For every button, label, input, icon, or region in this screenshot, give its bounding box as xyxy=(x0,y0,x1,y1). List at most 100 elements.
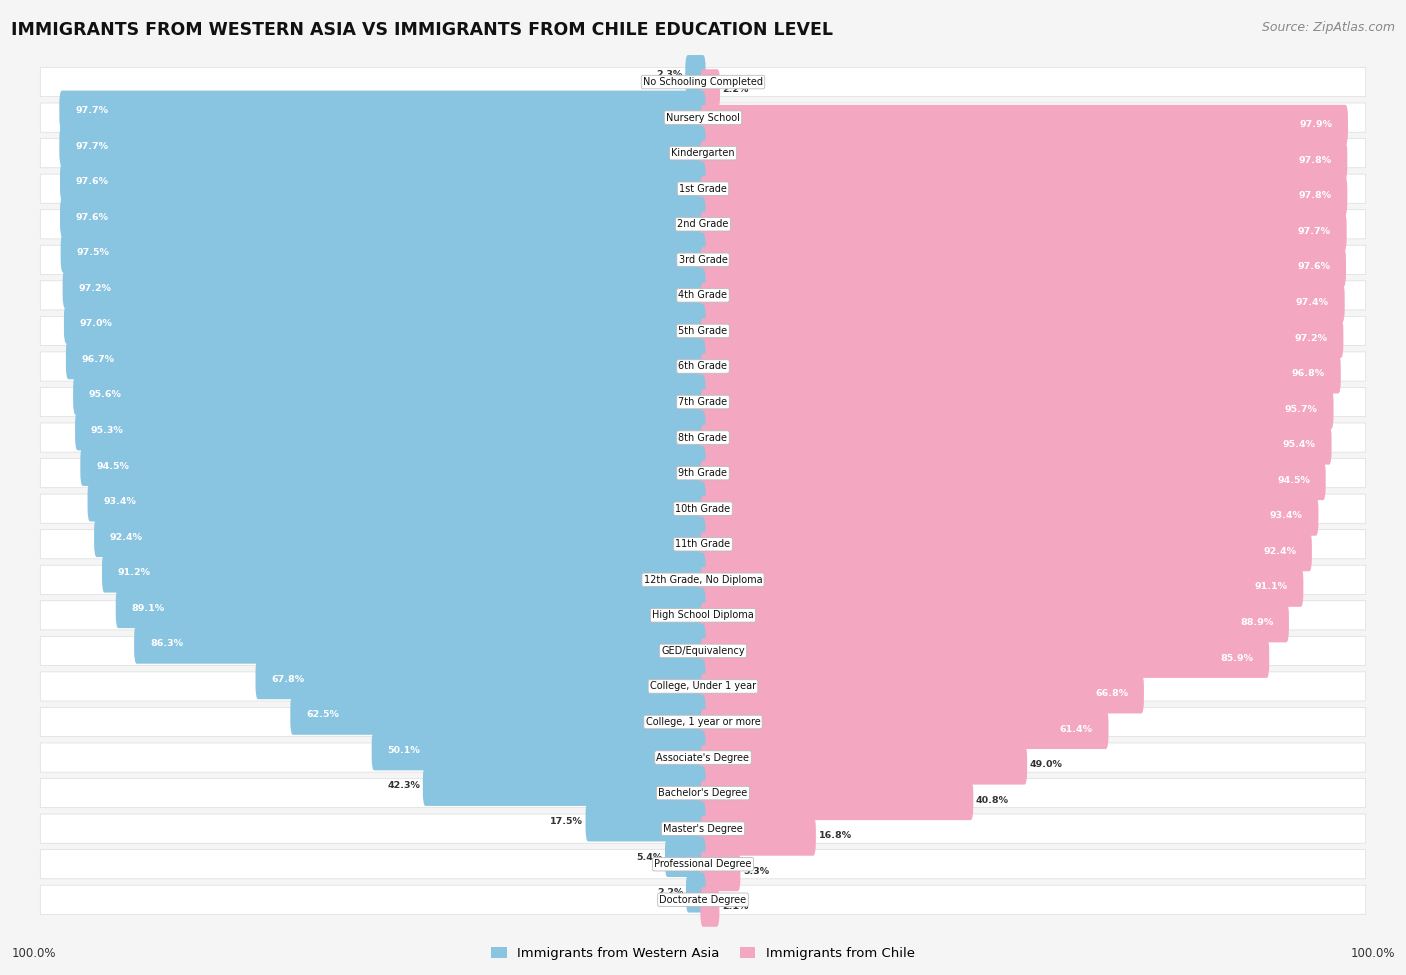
Text: No Schooling Completed: No Schooling Completed xyxy=(643,77,763,87)
FancyBboxPatch shape xyxy=(700,176,1347,215)
Text: College, Under 1 year: College, Under 1 year xyxy=(650,682,756,691)
Text: 10th Grade: 10th Grade xyxy=(675,504,731,514)
FancyBboxPatch shape xyxy=(41,601,1365,630)
FancyBboxPatch shape xyxy=(700,247,1346,287)
FancyBboxPatch shape xyxy=(700,745,1028,785)
Text: 8th Grade: 8th Grade xyxy=(679,433,727,443)
FancyBboxPatch shape xyxy=(73,375,706,414)
FancyBboxPatch shape xyxy=(41,103,1365,133)
Text: 4th Grade: 4th Grade xyxy=(679,291,727,300)
Text: 97.8%: 97.8% xyxy=(1299,156,1331,165)
Text: 97.7%: 97.7% xyxy=(75,106,108,115)
FancyBboxPatch shape xyxy=(685,55,706,95)
Text: 96.8%: 96.8% xyxy=(1292,370,1324,378)
FancyBboxPatch shape xyxy=(75,410,706,450)
FancyBboxPatch shape xyxy=(63,268,706,308)
Text: 100.0%: 100.0% xyxy=(11,947,56,960)
FancyBboxPatch shape xyxy=(686,873,706,913)
FancyBboxPatch shape xyxy=(41,494,1365,524)
Text: 97.6%: 97.6% xyxy=(76,213,108,221)
Text: Bachelor's Degree: Bachelor's Degree xyxy=(658,788,748,799)
FancyBboxPatch shape xyxy=(700,816,815,856)
FancyBboxPatch shape xyxy=(665,838,706,877)
Text: 96.7%: 96.7% xyxy=(82,355,115,364)
FancyBboxPatch shape xyxy=(41,885,1365,915)
FancyBboxPatch shape xyxy=(41,566,1365,595)
Text: 92.4%: 92.4% xyxy=(1263,547,1296,556)
FancyBboxPatch shape xyxy=(115,588,706,628)
FancyBboxPatch shape xyxy=(87,482,706,522)
FancyBboxPatch shape xyxy=(256,659,706,699)
Text: 49.0%: 49.0% xyxy=(1029,760,1063,769)
FancyBboxPatch shape xyxy=(134,624,706,664)
Text: 7th Grade: 7th Grade xyxy=(679,397,727,407)
Text: 1st Grade: 1st Grade xyxy=(679,183,727,194)
FancyBboxPatch shape xyxy=(60,233,706,273)
Text: 91.1%: 91.1% xyxy=(1254,582,1288,592)
FancyBboxPatch shape xyxy=(700,567,1303,606)
Text: 95.6%: 95.6% xyxy=(89,390,122,400)
Text: 5.3%: 5.3% xyxy=(742,867,769,876)
Text: Source: ZipAtlas.com: Source: ZipAtlas.com xyxy=(1261,21,1395,34)
Text: 9th Grade: 9th Grade xyxy=(679,468,727,478)
FancyBboxPatch shape xyxy=(63,304,706,344)
Text: Nursery School: Nursery School xyxy=(666,113,740,123)
FancyBboxPatch shape xyxy=(41,637,1365,666)
Text: 95.3%: 95.3% xyxy=(91,426,124,435)
Text: 100.0%: 100.0% xyxy=(1350,947,1395,960)
FancyBboxPatch shape xyxy=(94,517,706,557)
FancyBboxPatch shape xyxy=(41,743,1365,772)
FancyBboxPatch shape xyxy=(59,126,706,166)
Text: 5th Grade: 5th Grade xyxy=(679,326,727,336)
Text: 11th Grade: 11th Grade xyxy=(675,539,731,549)
Text: 97.5%: 97.5% xyxy=(76,249,110,257)
Text: 6th Grade: 6th Grade xyxy=(679,362,727,371)
FancyBboxPatch shape xyxy=(103,553,706,593)
FancyBboxPatch shape xyxy=(700,709,1108,749)
FancyBboxPatch shape xyxy=(700,212,1347,252)
FancyBboxPatch shape xyxy=(41,778,1365,807)
FancyBboxPatch shape xyxy=(41,316,1365,345)
FancyBboxPatch shape xyxy=(423,766,706,806)
Text: 40.8%: 40.8% xyxy=(976,796,1010,804)
FancyBboxPatch shape xyxy=(41,175,1365,204)
FancyBboxPatch shape xyxy=(41,246,1365,274)
Text: 97.7%: 97.7% xyxy=(75,141,108,150)
FancyBboxPatch shape xyxy=(41,708,1365,736)
Text: 2.1%: 2.1% xyxy=(723,903,748,912)
Text: GED/Equivalency: GED/Equivalency xyxy=(661,645,745,656)
FancyBboxPatch shape xyxy=(66,339,706,379)
Text: 61.4%: 61.4% xyxy=(1060,724,1092,733)
Text: 12th Grade, No Diploma: 12th Grade, No Diploma xyxy=(644,575,762,585)
Text: 67.8%: 67.8% xyxy=(271,675,304,683)
FancyBboxPatch shape xyxy=(700,674,1144,714)
Text: 93.4%: 93.4% xyxy=(103,497,136,506)
FancyBboxPatch shape xyxy=(59,91,706,131)
Text: 97.6%: 97.6% xyxy=(1298,262,1330,271)
FancyBboxPatch shape xyxy=(700,318,1343,358)
FancyBboxPatch shape xyxy=(41,138,1365,168)
FancyBboxPatch shape xyxy=(700,140,1347,180)
Text: 91.2%: 91.2% xyxy=(118,568,150,577)
FancyBboxPatch shape xyxy=(41,814,1365,843)
FancyBboxPatch shape xyxy=(700,603,1289,643)
FancyBboxPatch shape xyxy=(585,801,706,841)
Text: 86.3%: 86.3% xyxy=(150,640,183,648)
FancyBboxPatch shape xyxy=(41,423,1365,452)
Text: 92.4%: 92.4% xyxy=(110,532,143,542)
Text: 88.9%: 88.9% xyxy=(1240,618,1274,627)
Text: Doctorate Degree: Doctorate Degree xyxy=(659,895,747,905)
Text: 50.1%: 50.1% xyxy=(388,746,420,755)
FancyBboxPatch shape xyxy=(700,496,1319,535)
FancyBboxPatch shape xyxy=(700,283,1344,323)
FancyBboxPatch shape xyxy=(41,849,1365,878)
FancyBboxPatch shape xyxy=(700,887,720,927)
Text: 2nd Grade: 2nd Grade xyxy=(678,219,728,229)
FancyBboxPatch shape xyxy=(700,354,1341,394)
FancyBboxPatch shape xyxy=(700,105,1348,144)
Text: 42.3%: 42.3% xyxy=(387,782,420,791)
FancyBboxPatch shape xyxy=(290,695,706,735)
FancyBboxPatch shape xyxy=(41,458,1365,488)
Text: 95.4%: 95.4% xyxy=(1282,440,1316,449)
FancyBboxPatch shape xyxy=(41,529,1365,559)
